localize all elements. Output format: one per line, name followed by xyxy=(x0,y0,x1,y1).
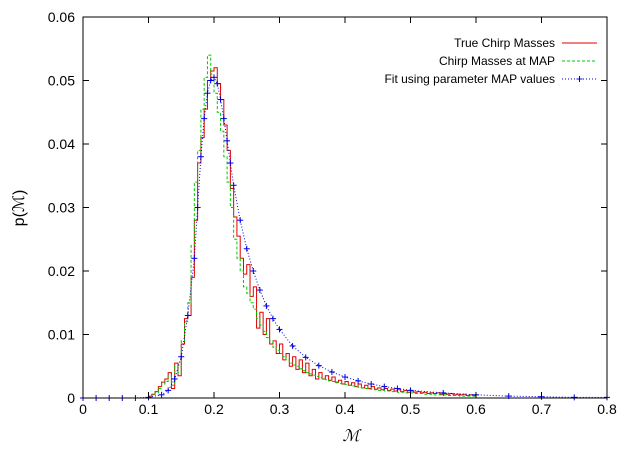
x-tick-label: 0.4 xyxy=(335,401,355,417)
fit-point-marker xyxy=(204,90,211,97)
fit-point-marker xyxy=(227,160,234,167)
fit-point-marker xyxy=(158,391,165,398)
x-tick-label: 0.5 xyxy=(401,401,421,417)
y-tick-label: 0.05 xyxy=(48,73,75,89)
x-tick-label: 0.3 xyxy=(270,401,290,417)
fit-point-marker xyxy=(269,315,276,322)
legend-label: True Chirp Masses xyxy=(454,36,555,50)
fit-point-marker xyxy=(230,182,237,189)
fit-point-marker xyxy=(440,389,447,396)
fit-point-marker xyxy=(171,375,178,382)
fit-point-marker xyxy=(256,287,263,294)
fit-point-marker xyxy=(197,153,204,160)
y-tick-label: 0.06 xyxy=(48,9,75,25)
fit-point-marker xyxy=(243,245,250,252)
fit-point-marker xyxy=(302,354,309,361)
fit-point-marker xyxy=(381,383,388,390)
x-tick-label: 0.8 xyxy=(597,401,617,417)
series-line-fit xyxy=(83,76,607,399)
y-tick-label: 0.04 xyxy=(48,136,75,152)
y-tick-label: 0.01 xyxy=(48,327,75,343)
fit-point-marker xyxy=(237,217,244,224)
legend-label: Chirp Masses at MAP xyxy=(439,54,555,68)
fit-point-marker xyxy=(263,302,270,309)
fit-point-marker xyxy=(201,115,208,122)
axes-layer: 0 0.1 0.2 0.3 0.4 0.5 0.6 0.7 0.8 0 0.01 0.02 0.03 0.… xyxy=(48,9,617,417)
fit-point-marker xyxy=(194,204,201,211)
x-tick-label: 0.6 xyxy=(466,401,486,417)
series-line-chirp-masses-at-map xyxy=(83,54,607,399)
fit-point-marker xyxy=(394,385,401,392)
fit-point-marker xyxy=(207,77,214,84)
fit-point-marker xyxy=(368,381,375,388)
fit-point-marker xyxy=(328,368,335,375)
fit-point-marker xyxy=(355,377,362,384)
fit-point-marker xyxy=(250,268,257,274)
y-tick-label: 0.02 xyxy=(48,263,75,279)
x-tick-label: 0.7 xyxy=(532,401,552,417)
x-tick-label: 0.1 xyxy=(139,401,159,417)
fit-point-marker xyxy=(571,394,578,401)
fit-point-marker xyxy=(184,312,191,319)
fit-point-marker xyxy=(224,137,231,144)
x-tick-label: 0.2 xyxy=(204,401,224,417)
series-line-true-chirp-masses xyxy=(83,67,607,399)
fit-point-marker xyxy=(342,374,348,381)
fit-point-marker xyxy=(165,387,172,394)
fit-point-marker xyxy=(220,115,227,122)
legend: True Chirp Masses Chirp Masses at MAP Fit … xyxy=(384,36,597,86)
fit-point-marker xyxy=(191,255,198,262)
y-tick-label: 0 xyxy=(67,390,75,406)
fit-point-marker xyxy=(217,96,224,103)
y-tick-label: 0.03 xyxy=(48,200,75,216)
fit-point-marker xyxy=(276,326,283,333)
x-tick-label: 0 xyxy=(79,401,87,417)
series-layer xyxy=(80,54,610,401)
x-axis-title: ℳ xyxy=(342,428,362,445)
fit-point-marker xyxy=(315,362,322,369)
fit-point-marker xyxy=(211,74,217,81)
fit-point-marker xyxy=(178,353,185,360)
fit-point-marker xyxy=(214,80,221,87)
fit-point-marker xyxy=(289,342,296,349)
y-axis-title: p(ℳ) xyxy=(11,190,28,227)
legend-label: Fit using parameter MAP values xyxy=(384,72,555,86)
